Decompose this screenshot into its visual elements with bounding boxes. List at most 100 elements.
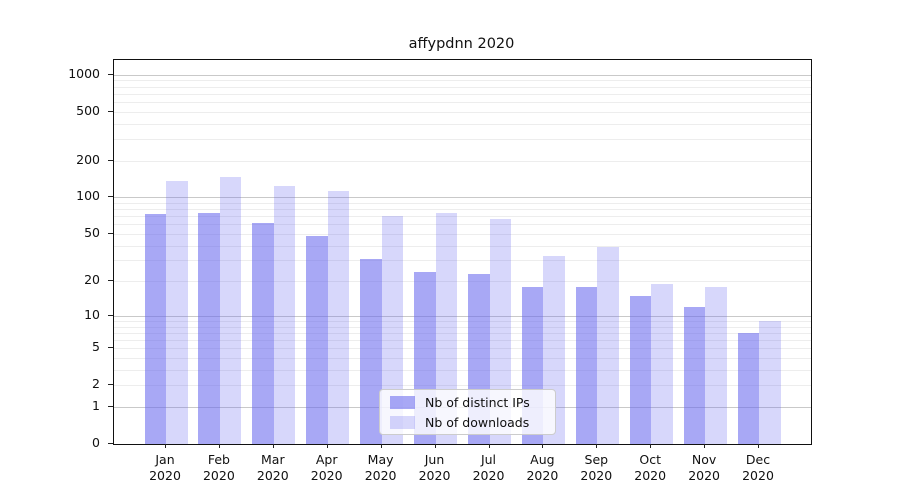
x-axis-tick-label: May 2020 bbox=[364, 452, 397, 483]
bar-downloads bbox=[759, 320, 781, 444]
bar-distinct-ips bbox=[306, 235, 328, 444]
bar-distinct-ips bbox=[360, 258, 382, 444]
y-axis-tick-label: 20 bbox=[84, 272, 100, 288]
y-axis-tick bbox=[108, 196, 113, 198]
bar-distinct-ips bbox=[737, 332, 759, 444]
x-axis-tick bbox=[488, 444, 490, 448]
bar-downloads bbox=[219, 176, 242, 444]
y-axis-tick bbox=[108, 280, 113, 282]
gridline-minor bbox=[114, 101, 811, 103]
x-axis-tick bbox=[542, 444, 544, 448]
bar-distinct-ips bbox=[683, 306, 706, 444]
x-axis-tick-label: Feb 2020 bbox=[202, 452, 235, 483]
y-axis-tick-label: 500 bbox=[76, 102, 100, 118]
x-axis-tick bbox=[650, 444, 652, 448]
gridline-minor bbox=[114, 123, 811, 125]
y-axis-tick-label: 2 bbox=[92, 376, 100, 392]
x-axis-tick-label: Aug 2020 bbox=[526, 452, 559, 483]
gridline-minor bbox=[114, 369, 811, 371]
y-axis-tick bbox=[108, 73, 113, 75]
legend-swatch-distinct-ips bbox=[390, 395, 415, 409]
gridline-major bbox=[114, 197, 811, 199]
gridline-minor bbox=[114, 111, 811, 113]
gridline-minor bbox=[114, 138, 811, 140]
gridline-minor bbox=[114, 86, 811, 88]
y-axis-tick bbox=[108, 384, 113, 386]
x-axis-tick-label: Jun 2020 bbox=[418, 452, 451, 483]
y-axis-tick bbox=[108, 347, 113, 349]
x-axis-tick bbox=[704, 444, 706, 448]
gridline-minor bbox=[114, 80, 811, 82]
x-axis-tick-label: Mar 2020 bbox=[256, 452, 289, 483]
gridline-major bbox=[114, 74, 811, 76]
x-axis-tick-label: Sep 2020 bbox=[580, 452, 613, 483]
x-axis-tick bbox=[218, 444, 220, 448]
y-axis-tick bbox=[108, 110, 113, 112]
bar-distinct-ips bbox=[198, 212, 220, 444]
gridline-minor bbox=[114, 320, 811, 322]
legend-item-downloads: Nb of downloads bbox=[390, 415, 545, 430]
legend-swatch-downloads bbox=[390, 415, 415, 429]
y-axis-tick-label: 10 bbox=[84, 306, 100, 322]
bar-downloads bbox=[166, 181, 188, 444]
y-axis-tick-label: 50 bbox=[84, 224, 100, 240]
y-axis-tick-label: 1000 bbox=[68, 65, 100, 81]
bar-downloads bbox=[435, 212, 457, 444]
gridline-minor bbox=[114, 348, 811, 350]
bar-downloads bbox=[489, 219, 511, 444]
gridline-minor bbox=[114, 281, 811, 283]
y-axis-tick-label: 5 bbox=[92, 339, 100, 355]
x-axis-tick-label: Jan 2020 bbox=[149, 452, 181, 483]
plot-area: Nb of distinct IPs Nb of downloads bbox=[113, 59, 812, 445]
bar-distinct-ips bbox=[575, 286, 598, 444]
gridline-minor bbox=[114, 260, 811, 262]
gridline-minor bbox=[114, 209, 811, 211]
x-axis-tick bbox=[596, 444, 598, 448]
gridline-minor bbox=[114, 245, 811, 247]
gridline-minor bbox=[114, 202, 811, 204]
y-axis-tick-label: 0 bbox=[92, 435, 100, 450]
y-axis-tick bbox=[108, 314, 113, 316]
x-axis-tick-label: Dec 2020 bbox=[742, 452, 774, 483]
gridline-major bbox=[114, 315, 811, 317]
gridline-minor bbox=[114, 93, 811, 95]
bar-downloads bbox=[381, 216, 404, 444]
bar-distinct-ips bbox=[252, 223, 274, 444]
y-axis-tick bbox=[108, 232, 113, 234]
x-axis-tick bbox=[758, 444, 759, 448]
gridline-minor bbox=[114, 385, 811, 387]
bar-distinct-ips bbox=[629, 295, 652, 444]
x-axis-tick-label: Apr 2020 bbox=[310, 452, 343, 483]
bar-downloads bbox=[651, 283, 673, 444]
x-axis-tick bbox=[380, 444, 382, 448]
x-axis-tick bbox=[165, 444, 166, 448]
x-axis-tick bbox=[434, 444, 436, 448]
gridline-minor bbox=[114, 216, 811, 218]
bar-downloads bbox=[705, 286, 727, 444]
legend-label-downloads: Nb of downloads bbox=[425, 414, 530, 430]
bar-downloads bbox=[327, 191, 350, 444]
y-axis-tick bbox=[108, 443, 113, 444]
legend-item-distinct-ips: Nb of distinct IPs bbox=[390, 395, 545, 410]
gridline-minor bbox=[114, 358, 811, 359]
bar-distinct-ips bbox=[144, 213, 166, 444]
y-axis-tick bbox=[108, 405, 113, 407]
x-axis-tick-label: Nov 2020 bbox=[688, 452, 720, 483]
y-axis-tick bbox=[108, 159, 113, 161]
gridline-minor bbox=[114, 326, 811, 328]
legend-label-distinct-ips: Nb of distinct IPs bbox=[425, 394, 530, 410]
x-axis-tick bbox=[272, 444, 274, 448]
legend: Nb of distinct IPs Nb of downloads bbox=[379, 389, 556, 435]
x-axis-tick-label: Oct 2020 bbox=[634, 452, 667, 483]
y-axis-tick-label: 1 bbox=[92, 397, 100, 413]
chart-title: affypdnn 2020 bbox=[408, 36, 515, 52]
x-axis-tick-label: Jul 2020 bbox=[472, 452, 505, 483]
gridline-minor bbox=[114, 332, 811, 334]
y-axis-tick-label: 100 bbox=[76, 188, 100, 204]
y-axis-tick-label: 200 bbox=[76, 151, 100, 167]
gridline-minor bbox=[114, 233, 811, 235]
bar-downloads bbox=[273, 185, 296, 444]
gridline-minor bbox=[114, 224, 811, 226]
gridline-minor bbox=[114, 160, 811, 162]
